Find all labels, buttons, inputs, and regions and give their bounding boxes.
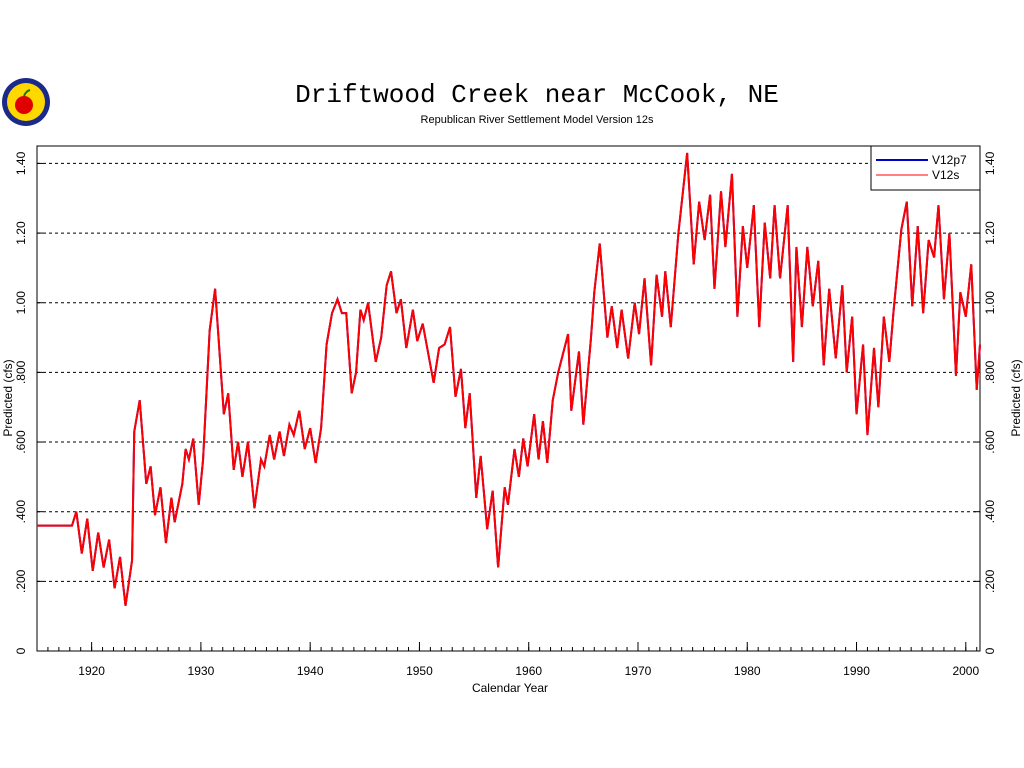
x-tick-label: 1920 bbox=[78, 664, 105, 678]
y2-tick-label: 1.40 bbox=[983, 151, 997, 175]
x-tick-label: 2000 bbox=[952, 664, 979, 678]
x-tick-label: 1980 bbox=[734, 664, 761, 678]
logo-leaf bbox=[23, 89, 31, 97]
y2-tick-label: .200 bbox=[983, 569, 997, 593]
y2-axis-label: Predicted (cfs) bbox=[1009, 359, 1023, 436]
legend-label: V12p7 bbox=[932, 153, 967, 167]
x-tick-label: 1940 bbox=[297, 664, 324, 678]
y-tick-label: .600 bbox=[14, 430, 28, 454]
y2-tick-label: 1.20 bbox=[983, 221, 997, 245]
logo-apple bbox=[15, 96, 33, 114]
y2-tick-label: .600 bbox=[983, 430, 997, 454]
chart-subtitle: Republican River Settlement Model Versio… bbox=[421, 114, 654, 126]
y-axis-label: Predicted (cfs) bbox=[1, 359, 15, 436]
x-tick-label: 1930 bbox=[188, 664, 215, 678]
y2-tick-label: .800 bbox=[983, 360, 997, 384]
y2-tick-label: 1.00 bbox=[983, 291, 997, 315]
data-line bbox=[37, 152, 981, 606]
data-line bbox=[37, 152, 981, 606]
x-tick-label: 1970 bbox=[625, 664, 652, 678]
y-tick-label: .400 bbox=[14, 500, 28, 524]
plot-frame bbox=[36, 145, 981, 652]
legend-box bbox=[870, 145, 981, 191]
y2-tick-label: 0 bbox=[983, 647, 997, 654]
x-axis-label: Calendar Year bbox=[472, 681, 548, 695]
x-tick-label: 1990 bbox=[843, 664, 870, 678]
x-tick-label: 1960 bbox=[515, 664, 542, 678]
y-tick-label: .800 bbox=[14, 360, 28, 384]
chart-title: Driftwood Creek near McCook, NE bbox=[295, 80, 779, 110]
y-tick-label: .200 bbox=[14, 569, 28, 593]
x-tick-label: 1950 bbox=[406, 664, 433, 678]
y-tick-label: 1.20 bbox=[14, 221, 28, 245]
y-tick-label: 1.00 bbox=[14, 291, 28, 315]
y-tick-label: 0 bbox=[14, 647, 28, 654]
y2-tick-label: .400 bbox=[983, 500, 997, 524]
logo bbox=[2, 78, 50, 126]
legend-label: V12s bbox=[932, 168, 959, 182]
y-tick-label: 1.40 bbox=[14, 151, 28, 175]
